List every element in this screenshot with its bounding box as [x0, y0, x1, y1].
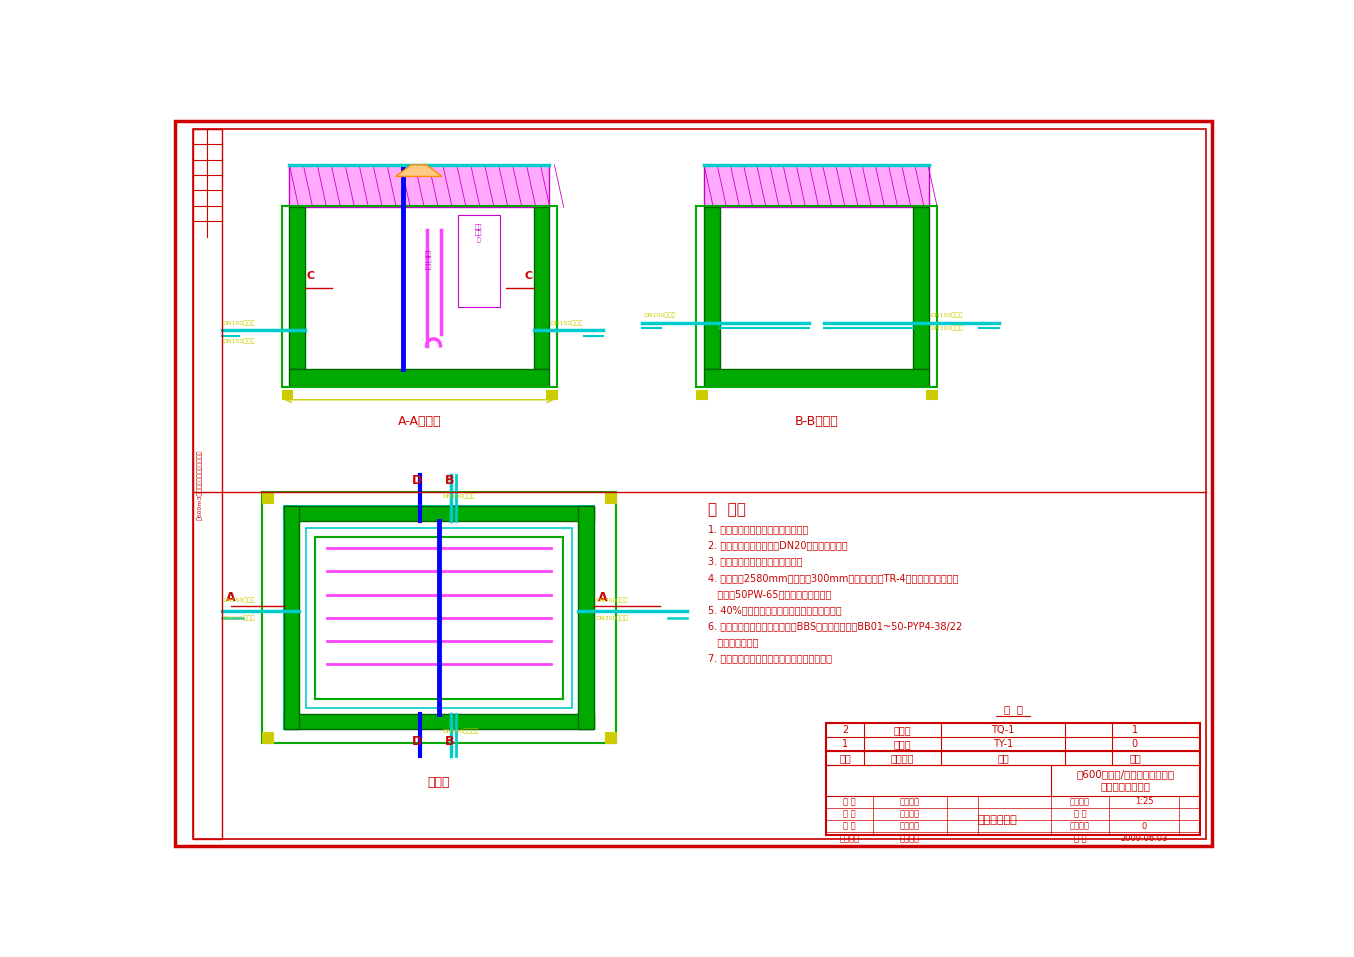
Text: 平流式气浮池: 平流式气浮池: [978, 815, 1017, 825]
Text: 指导老师: 指导老师: [899, 835, 919, 843]
Text: 会  审: 会 审: [1003, 704, 1022, 714]
Text: D: D: [412, 475, 422, 487]
Text: 指导老师: 指导老师: [899, 797, 919, 806]
Text: DN100进水管: DN100进水管: [643, 312, 676, 318]
Text: 数量: 数量: [1129, 753, 1141, 763]
Text: DN100出水管: DN100出水管: [222, 338, 255, 344]
Polygon shape: [282, 389, 292, 399]
Text: TQ-1: TQ-1: [991, 725, 1016, 735]
Text: 6. 加药采用工作平台，计量泵（BBS变加药泵系列）BB01~50-PYP4-38/22: 6. 加药采用工作平台，计量泵（BBS变加药泵系列）BB01~50-PYP4-3…: [708, 621, 963, 632]
Text: 5. 40%左右的回流水进入加压泵处溶解气水。: 5. 40%左右的回流水进入加压泵处溶解气水。: [708, 605, 841, 615]
Polygon shape: [263, 492, 274, 503]
Text: B: B: [445, 475, 455, 487]
Polygon shape: [305, 208, 533, 369]
Text: 2009.06.03: 2009.06.03: [1121, 835, 1169, 843]
Text: 平面图: 平面图: [428, 775, 450, 789]
Text: 0: 0: [1132, 739, 1137, 749]
Text: 1: 1: [1132, 725, 1137, 735]
Polygon shape: [395, 165, 441, 176]
Text: DN100进水管: DN100进水管: [222, 321, 255, 326]
Text: DN150回水管: DN150回水管: [930, 312, 963, 318]
Text: 1: 1: [842, 739, 848, 749]
Polygon shape: [696, 389, 707, 399]
Text: DN300出水管: DN300出水管: [596, 615, 628, 621]
Polygon shape: [533, 208, 548, 369]
Text: 序号: 序号: [839, 753, 850, 763]
Text: 某600立方米/日牛奶废水处理厂
废水处理工程设计: 某600立方米/日牛奶废水处理厂 废水处理工程设计: [1076, 769, 1175, 790]
Text: 布气
管道
层: 布气 管道 层: [475, 224, 482, 243]
Text: 初滤池: 初滤池: [894, 725, 911, 735]
Text: DN100充气管: DN100充气管: [443, 494, 475, 500]
Text: DN300出水管: DN300出水管: [596, 598, 628, 603]
Text: B-B剖面图: B-B剖面图: [795, 415, 838, 428]
Polygon shape: [290, 165, 548, 208]
Text: A: A: [226, 590, 236, 604]
Polygon shape: [704, 165, 929, 208]
Text: 指导老师: 指导老师: [899, 810, 919, 818]
Polygon shape: [263, 732, 274, 744]
Polygon shape: [704, 369, 929, 386]
Text: 1. 图中标高以米计，尺寸以毫米计。: 1. 图中标高以米计，尺寸以毫米计。: [708, 524, 808, 534]
Polygon shape: [284, 506, 594, 522]
Text: 指导老师: 指导老师: [899, 822, 919, 831]
Text: 的泵进行加药。: 的泵进行加药。: [708, 637, 758, 647]
Polygon shape: [913, 208, 929, 369]
Text: 说  明：: 说 明：: [708, 501, 746, 517]
Polygon shape: [704, 208, 719, 369]
Text: 1:25: 1:25: [1135, 797, 1154, 806]
Polygon shape: [290, 369, 548, 386]
Polygon shape: [926, 389, 937, 399]
Text: 7. 管道采用铸铁管，弯头采用钢制焊接弯头。: 7. 管道采用铸铁管，弯头采用钢制焊接弯头。: [708, 654, 831, 663]
Polygon shape: [546, 389, 556, 399]
Polygon shape: [719, 208, 913, 369]
Text: DN200污泥管: DN200污泥管: [222, 615, 255, 621]
Text: 4. 容量罐高2580mm，直径为300mm，内加填料，TR-4型溶气罐一只，加压: 4. 容量罐高2580mm，直径为300mm，内加填料，TR-4型溶气罐一只，加…: [708, 572, 959, 583]
Text: 审 查: 审 查: [844, 810, 856, 818]
Text: 泵选用50PW-65耐高温热水泵一台。: 泵选用50PW-65耐高温热水泵一台。: [708, 589, 831, 599]
Polygon shape: [284, 506, 299, 729]
Text: 调流量: 调流量: [894, 739, 911, 749]
Polygon shape: [299, 522, 578, 714]
Text: DN200回气水管: DN200回气水管: [443, 728, 479, 734]
Text: 图号: 图号: [998, 753, 1009, 763]
Text: 图纸比例: 图纸比例: [1070, 797, 1090, 806]
Text: 3. 管道穿墙时都采用了防漏套管。: 3. 管道穿墙时都采用了防漏套管。: [708, 557, 803, 567]
Polygon shape: [578, 506, 594, 729]
Text: 审定意见: 审定意见: [839, 835, 860, 843]
Text: 2. 栏杆、爬梯护栏均采用DN20的螺旋钢焊制。: 2. 栏杆、爬梯护栏均采用DN20的螺旋钢焊制。: [708, 541, 848, 550]
Polygon shape: [284, 714, 594, 729]
Text: C: C: [306, 271, 314, 280]
Polygon shape: [290, 208, 305, 369]
Text: DN300出水管: DN300出水管: [930, 325, 963, 331]
Text: 初滤
柱填
充层: 初滤 柱填 充层: [424, 252, 432, 270]
Text: DN150出水管: DN150出水管: [551, 321, 584, 326]
Text: 日 期: 日 期: [1074, 835, 1086, 843]
Polygon shape: [322, 545, 555, 691]
Text: A-A剖面图: A-A剖面图: [398, 415, 441, 428]
Text: 某600m3／日牛奶废水处理工程设计: 某600m3／日牛奶废水处理工程设计: [198, 449, 203, 520]
Text: B: B: [445, 735, 455, 747]
Polygon shape: [605, 732, 616, 744]
Text: 核 对: 核 对: [844, 822, 856, 831]
Text: 0: 0: [1141, 822, 1147, 831]
Text: 设 计: 设 计: [844, 797, 856, 806]
Text: D: D: [412, 735, 422, 747]
Text: 2: 2: [842, 725, 848, 735]
Text: DN150进水管: DN150进水管: [222, 598, 255, 603]
Text: A: A: [598, 590, 608, 604]
Text: C: C: [524, 271, 532, 280]
Text: 名称名称: 名称名称: [891, 753, 914, 763]
Polygon shape: [605, 492, 616, 503]
Text: 图纸编号: 图纸编号: [1070, 822, 1090, 831]
Text: TY-1: TY-1: [992, 739, 1013, 749]
Text: 图 别: 图 别: [1074, 810, 1086, 818]
